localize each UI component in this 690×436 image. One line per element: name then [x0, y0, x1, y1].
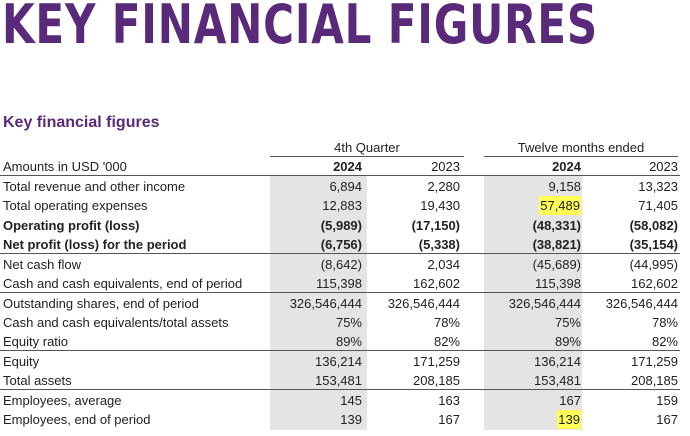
cell-fy-2023: 208,185 [631, 373, 678, 388]
cell-fy-2024: 136,214 [534, 354, 581, 369]
cell-fy-2024: 153,481 [534, 373, 581, 388]
table-row: Total operating expenses 12,883 19,430 57,4… [0, 196, 680, 215]
cell-q4-2024: 12,883 [322, 198, 362, 213]
table-row: Employees, average 145 163 167 159 [0, 391, 680, 410]
row-label: Total assets [3, 373, 72, 388]
cell-q4-2023: 2,280 [427, 179, 460, 194]
cell-q4-2023: 167 [438, 412, 460, 427]
cell-q4-2024: 145 [340, 393, 362, 408]
cell-fy-2023: 71,405 [638, 198, 678, 213]
table-row: Total revenue and other income 6,894 2,280… [0, 177, 680, 196]
row-label: Total operating expenses [3, 198, 148, 213]
rule-after-equity-ratio [0, 350, 680, 351]
row-label: Outstanding shares, end of period [3, 296, 199, 311]
table-row: Total assets 153,481 208,185 153,481 208,185 [0, 371, 680, 390]
cell-fy-2024: 89% [554, 334, 581, 349]
cell-fy-2024: (48,331) [532, 218, 581, 233]
table-row: Outstanding shares, end of period 326,546… [0, 294, 680, 313]
row-label: Employees, end of period [3, 412, 151, 427]
cell-q4-2024: (8,642) [320, 257, 362, 272]
cell-fy-2023: 162,602 [631, 276, 678, 291]
table-row: Equity 136,214 171,259 136,214 171,259 [0, 352, 680, 371]
row-label: Net profit (loss) for the period [3, 237, 187, 252]
cell-q4-2023: 163 [438, 393, 460, 408]
table-row: Net profit (loss) for the period (6,756) (… [0, 235, 680, 254]
cell-fy-2024: 75% [554, 315, 581, 330]
shade-q4-2024 [270, 175, 367, 430]
row-label: Cash and cash equivalents/total assets [3, 315, 229, 330]
row-label: Equity [3, 354, 40, 369]
rule-after-cash [0, 292, 680, 293]
cell-q4-2024: 139 [340, 412, 362, 427]
cell-fy-2024: 57,489 [539, 196, 581, 215]
table-row: Employees, end of period 139 167 139 167 [0, 410, 680, 429]
cell-q4-2023: 208,185 [413, 373, 460, 388]
cell-fy-2024: 115,398 [534, 276, 581, 291]
row-label: Equity ratio [3, 334, 69, 349]
shade-fy-2024 [484, 175, 582, 430]
cell-q4-2023: (17,150) [411, 218, 460, 233]
cell-fy-2024: (38,821) [532, 237, 581, 252]
cell-q4-2023: 162,602 [413, 276, 460, 291]
cell-fy-2023: (35,154) [629, 237, 678, 252]
table-row: Net cash flow (8,642) 2,034 (45,689) (44,995… [0, 255, 680, 274]
column-header-row: Amounts in USD '000 2024 2023 2024 2023 [0, 157, 680, 176]
row-label: Operating profit (loss) [3, 218, 140, 233]
cell-fy-2023: (44,995) [629, 257, 678, 272]
section-title: Key financial figures [3, 114, 160, 131]
cell-fy-2023: 82% [651, 334, 678, 349]
row-label: Cash and cash equivalents, end of period [3, 276, 243, 291]
cell-q4-2024: 6,894 [329, 179, 362, 194]
group-header-twelve-months: Twelve months ended [517, 140, 645, 155]
cell-q4-2023: 326,546,444 [387, 296, 460, 311]
cell-q4-2023: 82% [433, 334, 460, 349]
cell-fy-2024: 167 [559, 393, 581, 408]
cell-fy-2023: 13,323 [638, 179, 678, 194]
cell-fy-2024: (45,689) [532, 257, 581, 272]
cell-fy-2024: 9,158 [548, 179, 581, 194]
cell-q4-2024: 153,481 [315, 373, 362, 388]
cell-q4-2024: (6,756) [320, 237, 362, 252]
rule-after-net-profit [0, 253, 680, 254]
units-label: Amounts in USD '000 [3, 159, 127, 174]
col-header-fy-2024: 2024 [552, 159, 581, 174]
cell-fy-2023: (58,082) [629, 218, 678, 233]
rule-after-total-assets [0, 389, 680, 390]
group-rule-quarter [270, 156, 464, 157]
col-header-fy-2023: 2023 [649, 159, 678, 174]
cell-q4-2023: 78% [433, 315, 460, 330]
cell-fy-2023: 326,546,444 [605, 296, 678, 311]
cell-fy-2023: 171,259 [631, 354, 678, 369]
cell-q4-2023: 19,430 [420, 198, 460, 213]
cell-q4-2024: 75% [335, 315, 362, 330]
banner-title: KEY FINANCIAL FIGURES [2, 0, 598, 56]
table-row: Equity ratio 89% 82% 89% 82% [0, 332, 680, 351]
group-header-quarter: 4th Quarter [334, 140, 400, 155]
rule-header [0, 175, 680, 176]
cell-q4-2024: 115,398 [315, 276, 362, 291]
cell-q4-2023: (5,338) [418, 237, 460, 252]
table-row: Operating profit (loss) (5,989) (17,150) (4… [0, 216, 680, 235]
table-row: Cash and cash equivalents, end of period… [0, 274, 680, 293]
cell-fy-2023: 167 [656, 412, 678, 427]
cell-q4-2024: 136,214 [315, 354, 362, 369]
col-header-q4-2024: 2024 [333, 159, 362, 174]
cell-q4-2023: 171,259 [413, 354, 460, 369]
cell-q4-2024: (5,989) [320, 218, 362, 233]
row-label: Total revenue and other income [3, 179, 186, 194]
cell-q4-2024: 326,546,444 [289, 296, 362, 311]
col-header-q4-2023: 2023 [431, 159, 460, 174]
cell-fy-2024: 326,546,444 [508, 296, 581, 311]
cell-fy-2023: 159 [656, 393, 678, 408]
row-label: Employees, average [3, 393, 122, 408]
cell-fy-2024: 139 [557, 410, 581, 429]
group-rule-twelve-months [484, 156, 678, 157]
cell-fy-2023: 78% [651, 315, 678, 330]
row-label: Net cash flow [3, 257, 82, 272]
table-row: Cash and cash equivalents/total assets 75… [0, 313, 680, 332]
cell-q4-2024: 89% [335, 334, 362, 349]
cell-q4-2023: 2,034 [427, 257, 460, 272]
